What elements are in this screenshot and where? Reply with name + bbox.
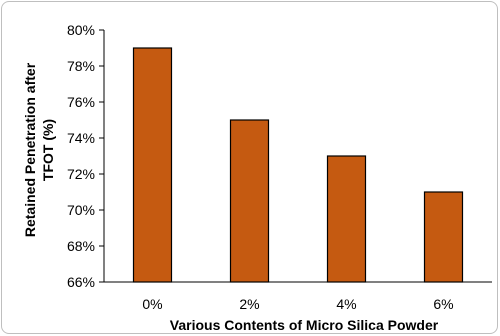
y-tick-label: 74% (67, 130, 95, 146)
x-tick-label: 0% (142, 296, 162, 312)
y-tick-label: 68% (67, 238, 95, 254)
y-tick-label: 70% (67, 202, 95, 218)
x-tick-label: 2% (239, 296, 259, 312)
x-tick-label: 4% (336, 296, 356, 312)
x-tick-label: 6% (433, 296, 453, 312)
y-axis-ticks: 66% 68% 70% 72% 74% 76% 78% 80% (67, 22, 104, 290)
bar-6pct (423, 191, 464, 283)
bar-4pct (326, 155, 367, 283)
x-axis-title: Various Contents of Micro Silica Powder (170, 317, 439, 333)
y-tick-label: 72% (67, 166, 95, 182)
x-axis-ticks: 0% 2% 4% 6% (142, 296, 453, 312)
y-tick-label: 76% (67, 94, 95, 110)
y-tick-label: 80% (67, 22, 95, 38)
bar-2pct (229, 119, 270, 283)
y-tick-label: 78% (67, 58, 95, 74)
bars (132, 47, 464, 283)
y-tick-label: 66% (67, 274, 95, 290)
y-axis-title: Retained Penetration after TFOT (%) (22, 62, 56, 237)
y-axis-title-line-2: TFOT (%) (40, 119, 56, 181)
bar-0pct (132, 47, 173, 283)
y-axis-title-line-1: Retained Penetration after (22, 62, 38, 237)
